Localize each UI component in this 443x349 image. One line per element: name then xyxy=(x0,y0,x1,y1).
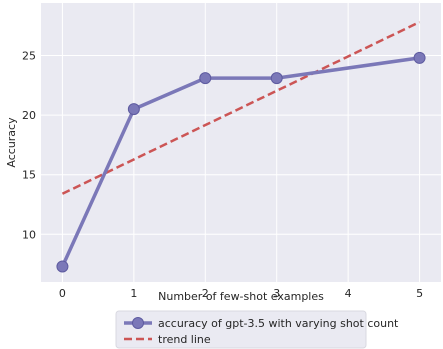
legend: accuracy of gpt-3.5 with varying shot co… xyxy=(115,310,399,349)
accuracy-point xyxy=(270,72,283,85)
legend-box xyxy=(115,310,367,349)
x-tick-label: 3 xyxy=(273,287,280,300)
x-tick-label: 0 xyxy=(59,287,66,300)
y-tick-label: 15 xyxy=(22,169,36,182)
x-tick-label: 1 xyxy=(130,287,137,300)
x-tick-label: 4 xyxy=(345,287,352,300)
trend-line xyxy=(61,20,421,195)
tick-labels: 0 1 2 3 4 5 10 15 20 25 xyxy=(22,49,423,300)
y-tick-label: 10 xyxy=(22,228,36,241)
y-tick-label: 25 xyxy=(22,49,36,62)
grid-lines xyxy=(41,3,441,282)
accuracy-point xyxy=(413,51,426,64)
legend-label-trend: trend line xyxy=(158,333,211,346)
plot-background xyxy=(41,3,441,282)
legend-label-accuracy: accuracy of gpt-3.5 with varying shot co… xyxy=(158,317,399,330)
y-tick-label: 20 xyxy=(22,109,36,122)
accuracy-point xyxy=(199,72,212,85)
accuracy-point xyxy=(56,260,69,273)
x-tick-label: 5 xyxy=(416,287,423,300)
series-layer xyxy=(56,20,426,273)
x-tick-label: 2 xyxy=(202,287,209,300)
accuracy-point xyxy=(127,103,140,116)
y-axis-label: Accuracy xyxy=(5,117,18,168)
x-axis-label: Number of few-shot examples xyxy=(158,290,324,303)
legend-marker-accuracy xyxy=(132,317,144,329)
